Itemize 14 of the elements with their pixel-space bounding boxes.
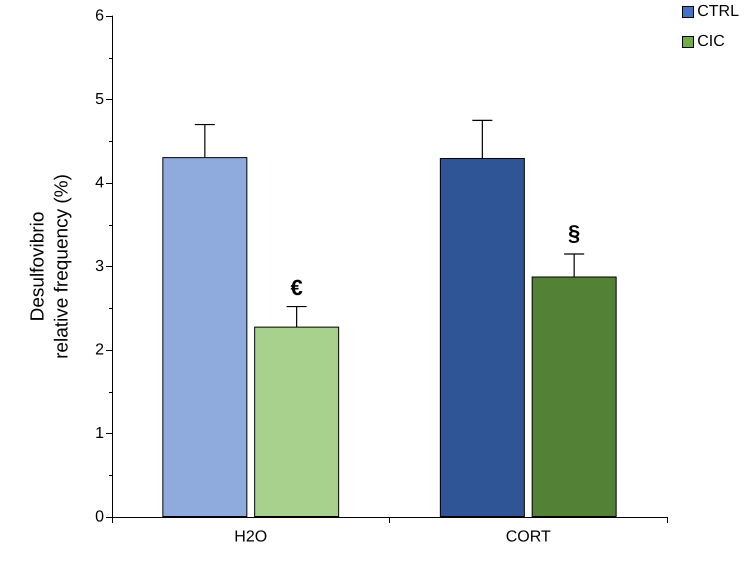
y-tick-label: 1	[95, 425, 104, 442]
annotation: €	[290, 274, 303, 300]
x-tick-label: CORT	[506, 528, 551, 546]
y-tick-label: 5	[95, 91, 104, 108]
y-tick-label: 6	[95, 8, 104, 24]
text: CIC	[697, 33, 725, 51]
annotation: §	[568, 220, 580, 246]
x-tick-label: H2O	[234, 528, 268, 546]
y-tick-label: 4	[95, 174, 104, 192]
text: CTRL	[697, 3, 739, 21]
y-tick-label: 3	[95, 258, 104, 275]
y-axis-title: Desulfovibrio relative frequency (%)	[28, 174, 72, 359]
y-tick-label: 2	[95, 342, 104, 358]
y-tick-label: 0	[95, 508, 104, 526]
